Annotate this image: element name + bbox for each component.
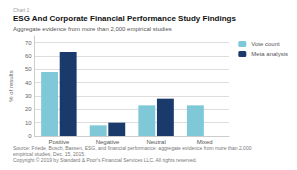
svg-text:ESG And Corporate Financial Pe: ESG And Corporate Financial Performance … — [13, 14, 236, 23]
svg-text:empirical studies, Dec. 15, 20: empirical studies, Dec. 15, 2015. — [13, 151, 86, 157]
svg-text:60: 60 — [25, 53, 32, 59]
svg-text:Aggregate evidence from more t: Aggregate evidence from more than 2,000 … — [13, 26, 172, 32]
svg-text:Vote count: Vote count — [251, 41, 280, 47]
svg-text:40: 40 — [25, 80, 32, 86]
svg-text:Negative: Negative — [95, 139, 120, 145]
svg-text:Chart 1: Chart 1 — [13, 7, 30, 13]
svg-text:20: 20 — [25, 106, 32, 112]
svg-text:Neutral: Neutral — [146, 139, 166, 145]
svg-text:Mixed: Mixed — [196, 139, 213, 145]
svg-text:% of results: % of results — [8, 70, 14, 101]
svg-text:70: 70 — [25, 40, 32, 46]
svg-text:50: 50 — [25, 66, 32, 72]
svg-text:Meta analysis: Meta analysis — [251, 51, 288, 57]
svg-text:Source: Friede, Busch, Bassen,: Source: Friede, Busch, Bassen, ESG, and … — [13, 145, 252, 151]
svg-text:Positive: Positive — [48, 139, 70, 145]
svg-text:0: 0 — [28, 133, 32, 139]
svg-text:Copyright © 2019 by Standard &: Copyright © 2019 by Standard & Poor's Fi… — [13, 157, 197, 163]
svg-text:30: 30 — [25, 93, 32, 99]
svg-text:10: 10 — [25, 120, 32, 126]
